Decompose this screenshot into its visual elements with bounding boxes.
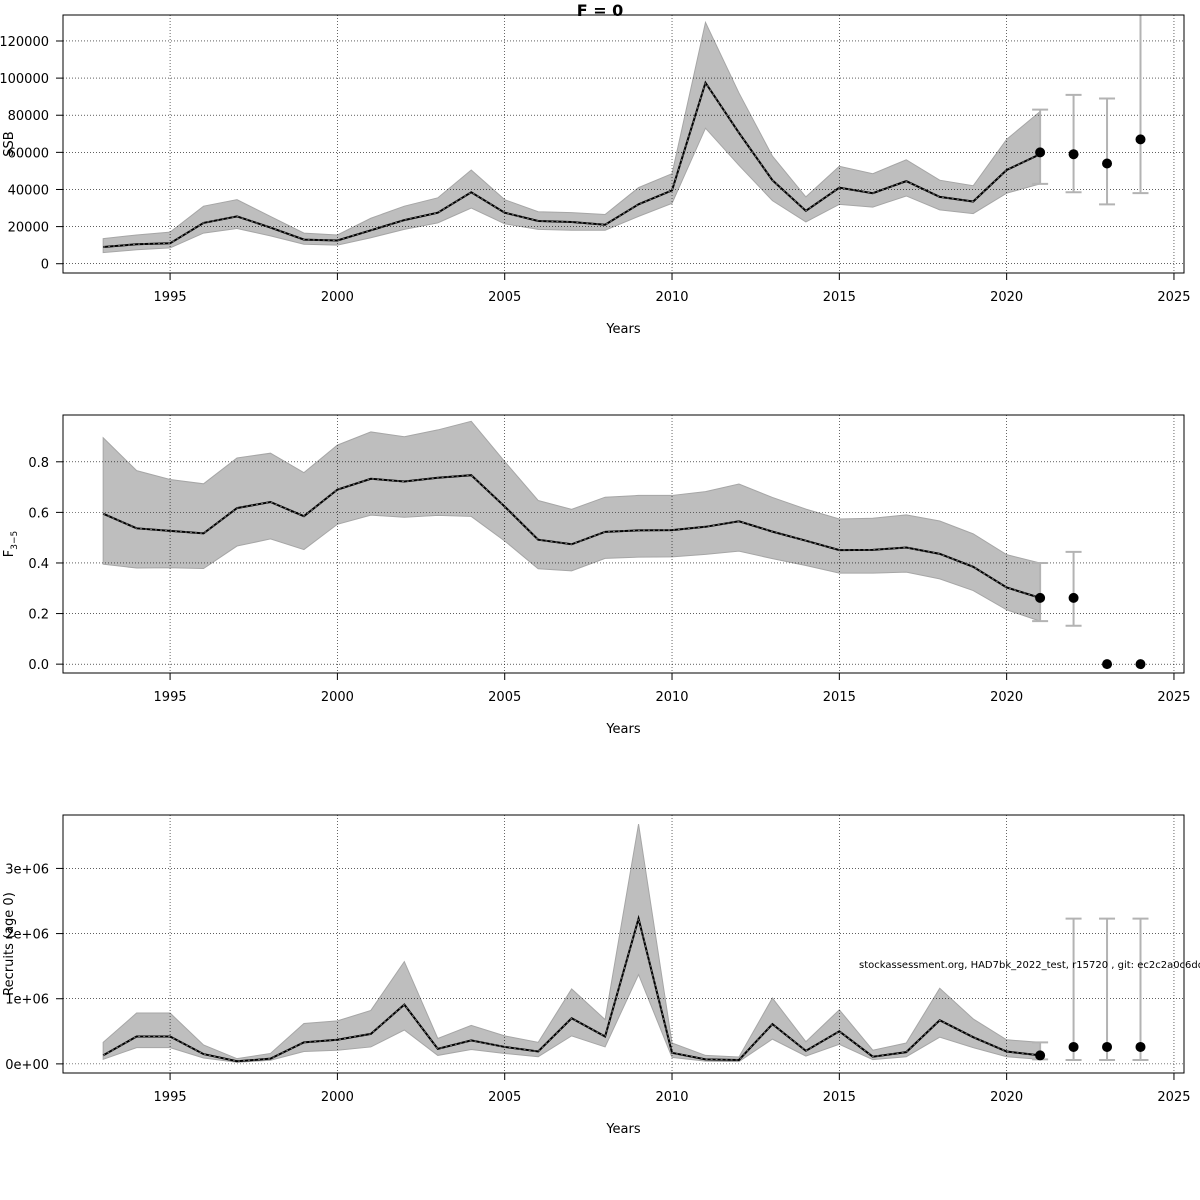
y-tick-label: 0.4 xyxy=(28,557,49,572)
forecast-point xyxy=(1035,592,1046,603)
x-tick-label: 2025 xyxy=(1157,1090,1190,1105)
x-tick-label: 2010 xyxy=(655,1090,688,1105)
y-axis-label: F3−5 xyxy=(2,531,20,557)
panels-group: 1995 2000 2005 2010 2015 2020 2025 0 20000 40000 6… xyxy=(0,14,1191,1137)
estimate-line-dash xyxy=(102,916,1041,1062)
chart-title: F = 0 xyxy=(577,1,624,20)
plot-frame xyxy=(62,814,1185,1074)
y-tick-label: 2e+06 xyxy=(5,928,49,943)
x-tick-label: 2015 xyxy=(823,1090,856,1105)
y-tick-label: 0.0 xyxy=(28,658,49,673)
x-tick-label: 1995 xyxy=(154,690,187,705)
y-tick-label: 0.6 xyxy=(28,506,49,521)
x-tick-label: 2020 xyxy=(990,1090,1023,1105)
forecast-point xyxy=(1135,134,1146,145)
x-tick-label: 2010 xyxy=(655,690,688,705)
panel-recruits: 1995 2000 2005 2010 2015 2020 2025 0e+00 1e+06 2e… xyxy=(2,814,1191,1137)
x-tick-label: 2020 xyxy=(990,690,1023,705)
y-tick-label: 40000 xyxy=(8,183,49,198)
confidence-band xyxy=(102,420,1041,622)
forecast-point xyxy=(1068,149,1079,160)
y-tick-label: 100000 xyxy=(0,72,49,87)
y-tick-label: 0 xyxy=(41,258,49,273)
y-tick-label: 0e+00 xyxy=(5,1058,49,1073)
y-tick-label: 120000 xyxy=(0,35,49,50)
plot-frame xyxy=(62,414,1185,674)
forecast-point xyxy=(1035,1050,1046,1061)
forecast-point xyxy=(1102,158,1113,169)
plot-area xyxy=(63,815,1184,1073)
x-tick-label: 2000 xyxy=(321,290,354,305)
estimate-line-dash xyxy=(103,81,1041,248)
forecast-point xyxy=(1068,1041,1079,1052)
x-tick-label: 2020 xyxy=(990,290,1023,305)
x-tick-label: 2010 xyxy=(655,290,688,305)
x-tick-label: 2005 xyxy=(488,290,521,305)
plot-area xyxy=(63,15,1184,273)
confidence-band xyxy=(102,824,1041,1063)
footnote-text: stockassessment.org, HAD7bk_2022_test, r… xyxy=(859,960,1200,971)
y-tick-label: 3e+06 xyxy=(5,862,49,877)
forecast-point xyxy=(1035,147,1046,158)
x-tick-label: 1995 xyxy=(154,1090,187,1105)
x-tick-label: 2005 xyxy=(488,1090,521,1105)
x-tick-label: 1995 xyxy=(154,290,187,305)
panel-ssb: 1995 2000 2005 2010 2015 2020 2025 0 20000 40000 6… xyxy=(0,14,1191,337)
y-axis-label: SSB xyxy=(2,131,17,156)
plot-frame xyxy=(62,14,1185,274)
x-axis-label: Years xyxy=(605,322,641,337)
forecast-point xyxy=(1102,1041,1113,1052)
x-tick-label: 2015 xyxy=(823,290,856,305)
estimate-line-dash xyxy=(102,474,1041,599)
x-tick-label: 2015 xyxy=(823,690,856,705)
x-tick-label: 2025 xyxy=(1157,290,1190,305)
x-axis-label: Years xyxy=(605,1122,641,1137)
y-axis-label: Recruits (age 0) xyxy=(2,892,17,996)
y-tick-label: 60000 xyxy=(8,146,49,161)
y-tick-label: 0.2 xyxy=(28,608,49,623)
forecast-point xyxy=(1068,592,1079,603)
y-tick-label: 80000 xyxy=(8,109,49,124)
plot-area xyxy=(63,415,1184,673)
x-axis-label: Years xyxy=(605,722,641,737)
panel-fbar: 1995 2000 2005 2010 2015 2020 2025 0.0 0.2 0.4 0.6… xyxy=(2,414,1191,737)
y-tick-label: 20000 xyxy=(8,221,49,236)
forecast-point xyxy=(1102,659,1113,670)
y-tick-label: 1e+06 xyxy=(5,993,49,1008)
forecast-point xyxy=(1135,659,1146,670)
x-tick-label: 2005 xyxy=(488,690,521,705)
x-tick-label: 2000 xyxy=(321,1090,354,1105)
y-tick-label: 0.8 xyxy=(28,456,49,471)
x-tick-label: 2025 xyxy=(1157,690,1190,705)
x-tick-label: 2000 xyxy=(321,690,354,705)
forecast-point xyxy=(1135,1041,1146,1052)
